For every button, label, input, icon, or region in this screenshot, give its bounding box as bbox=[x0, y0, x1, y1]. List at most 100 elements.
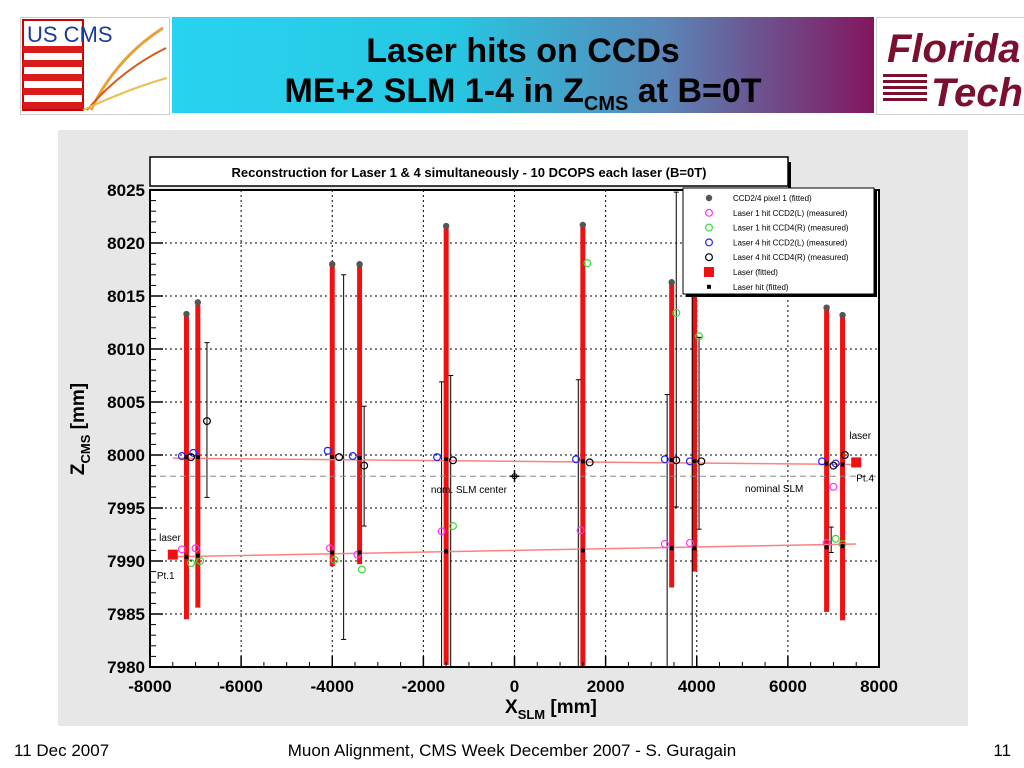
laser-hit-fit-point bbox=[840, 544, 845, 549]
y-axis-label-sub: CMS bbox=[78, 434, 93, 463]
laser-hit-fit-point bbox=[357, 550, 362, 555]
ccd-bar bbox=[357, 264, 363, 565]
legend-entry-label: Laser 1 hit CCD2(L) (measured) bbox=[733, 209, 848, 218]
measured-hit-l4c4 bbox=[840, 451, 849, 460]
x-axis-label: XSLM [mm] bbox=[505, 697, 597, 722]
florida-tech-word2: Tech bbox=[931, 71, 1023, 114]
laser-hit-fit-point bbox=[669, 546, 674, 551]
y-tick-label: 7990 bbox=[107, 552, 145, 571]
measured-hit-l4c2 bbox=[572, 455, 581, 464]
laser-hit-fit-point bbox=[580, 459, 585, 464]
laser-hit-fit-point bbox=[357, 456, 362, 461]
pixel-point bbox=[823, 304, 830, 311]
footer-center-text: Muon Alignment, CMS Week December 2007 -… bbox=[287, 741, 737, 760]
data-points bbox=[167, 221, 862, 574]
pixel-point bbox=[839, 311, 846, 319]
measured-hit-l4c4 bbox=[704, 253, 713, 262]
slide-title-line1: Laser hits on CCDs bbox=[366, 32, 680, 70]
pixel-point bbox=[194, 299, 202, 306]
laser-fit-point bbox=[167, 549, 178, 560]
measured-hit-l1c4 bbox=[330, 555, 339, 564]
title-banner: Laser hits on CCDs ME+2 SLM 1-4 in ZCMS … bbox=[172, 17, 874, 115]
laser-hit-fit-point bbox=[184, 455, 189, 460]
x-tick-label: 0 bbox=[510, 677, 519, 696]
florida-tech-word1: Florida bbox=[887, 27, 1020, 71]
pixel-point bbox=[329, 261, 336, 268]
florida-tech-logo-graphic: Florida Tech bbox=[883, 27, 1023, 115]
measured-hit-l1c4 bbox=[187, 559, 196, 568]
ccd-bar bbox=[195, 302, 201, 608]
pixel-point bbox=[442, 222, 450, 230]
x-axis-label-unit: [mm] bbox=[545, 697, 597, 718]
slide-title-line2-main: ME+2 SLM 1-4 in Z bbox=[284, 72, 584, 110]
x-tick-label: -8000 bbox=[128, 677, 171, 696]
error-bars bbox=[204, 191, 834, 668]
laser-hit-fit-point bbox=[692, 459, 697, 464]
laser-fit-point bbox=[851, 457, 862, 468]
slide-title-line2-tail: at B=0T bbox=[628, 72, 762, 110]
uscms-logo: US CMS bbox=[20, 17, 170, 115]
measured-hit-l1c2 bbox=[576, 526, 585, 535]
laser-hit-fit-point bbox=[195, 553, 200, 558]
slide-title-line2: ME+2 SLM 1-4 in ZCMS at B=0T bbox=[172, 71, 874, 124]
ccd-bar bbox=[580, 224, 586, 666]
x-axis-label-sub: SLM bbox=[518, 707, 545, 722]
ccd-bar bbox=[824, 307, 830, 612]
measured-hit-l4c2 bbox=[660, 455, 669, 464]
chart-annotation: nominal SLM bbox=[745, 484, 803, 495]
chart-annotation: Pt.1 bbox=[157, 571, 175, 582]
legend: CCD2/4 pixel 1 (fitted) Laser 1 hit CCD2(… bbox=[682, 187, 877, 297]
measured-hit-l1c2 bbox=[437, 527, 446, 536]
measured-hit-l4c2 bbox=[433, 453, 442, 462]
y-tick-label: 7985 bbox=[107, 605, 145, 624]
measured-hit-l1c4 bbox=[583, 259, 592, 268]
footer-page-number: 11 bbox=[993, 741, 1011, 760]
measured-hit-l4c4 bbox=[448, 456, 457, 465]
y-tick-label: 8000 bbox=[107, 446, 145, 465]
ccd-bar bbox=[840, 315, 846, 621]
laser-hit-fit-point bbox=[330, 455, 335, 460]
x-tick-label: -2000 bbox=[402, 677, 445, 696]
y-tick-label: 8005 bbox=[107, 393, 145, 412]
legend-entry-label: Laser (fitted) bbox=[733, 268, 778, 277]
measured-hit-l4c2 bbox=[189, 448, 198, 457]
measured-hit-l1c2 bbox=[704, 208, 713, 217]
footer-date: 11 Dec 2007 bbox=[14, 741, 110, 760]
legend-entry-label: Laser 1 hit CCD4(R) (measured) bbox=[733, 224, 849, 233]
laser-fit-point bbox=[704, 267, 714, 277]
measured-hit-l4c4 bbox=[335, 453, 344, 462]
y-tick-label: 8020 bbox=[107, 234, 145, 253]
x-tick-label: 8000 bbox=[860, 677, 898, 696]
laser4-fit-line bbox=[172, 457, 857, 466]
y-tick-label: 7980 bbox=[107, 658, 145, 677]
measured-hit-l4c2 bbox=[323, 446, 332, 455]
measured-hit-l1c2 bbox=[325, 544, 334, 553]
measured-hit-l1c2 bbox=[353, 550, 362, 559]
measured-hit-l1c2 bbox=[829, 482, 838, 491]
measured-hit-l4c2 bbox=[818, 457, 827, 466]
laser-hit-fit-point bbox=[444, 549, 449, 554]
uscms-logo-text: US CMS bbox=[27, 22, 113, 47]
legend-entry-label: Laser hit (fitted) bbox=[733, 283, 789, 292]
measured-hit-l4c2 bbox=[348, 452, 357, 461]
chart-annotation: nom. SLM center bbox=[431, 485, 508, 496]
x-tick-label: -4000 bbox=[311, 677, 354, 696]
measured-hit-l1c2 bbox=[177, 545, 186, 554]
measured-hit-l4c4 bbox=[585, 458, 594, 467]
measured-hit-l1c4 bbox=[831, 534, 840, 543]
pixel-point bbox=[183, 310, 190, 318]
laser-hit-fit-point bbox=[444, 457, 449, 462]
slm-center-marker bbox=[511, 473, 518, 480]
legend-box bbox=[682, 187, 875, 295]
measured-hit-l4c2 bbox=[831, 459, 840, 468]
ccd-bar bbox=[669, 282, 675, 588]
legend-entry-label: Laser 4 hit CCD2(L) (measured) bbox=[733, 238, 848, 247]
laser-hit-fit-point bbox=[692, 546, 697, 551]
laser-hit-fit-point bbox=[707, 284, 711, 289]
x-tick-label: 4000 bbox=[678, 677, 716, 696]
measured-hit-l4c4 bbox=[202, 417, 211, 426]
measured-hit-l1c4 bbox=[704, 223, 713, 232]
x-tick-label: 2000 bbox=[587, 677, 625, 696]
laser-hit-fit-point bbox=[195, 455, 200, 460]
